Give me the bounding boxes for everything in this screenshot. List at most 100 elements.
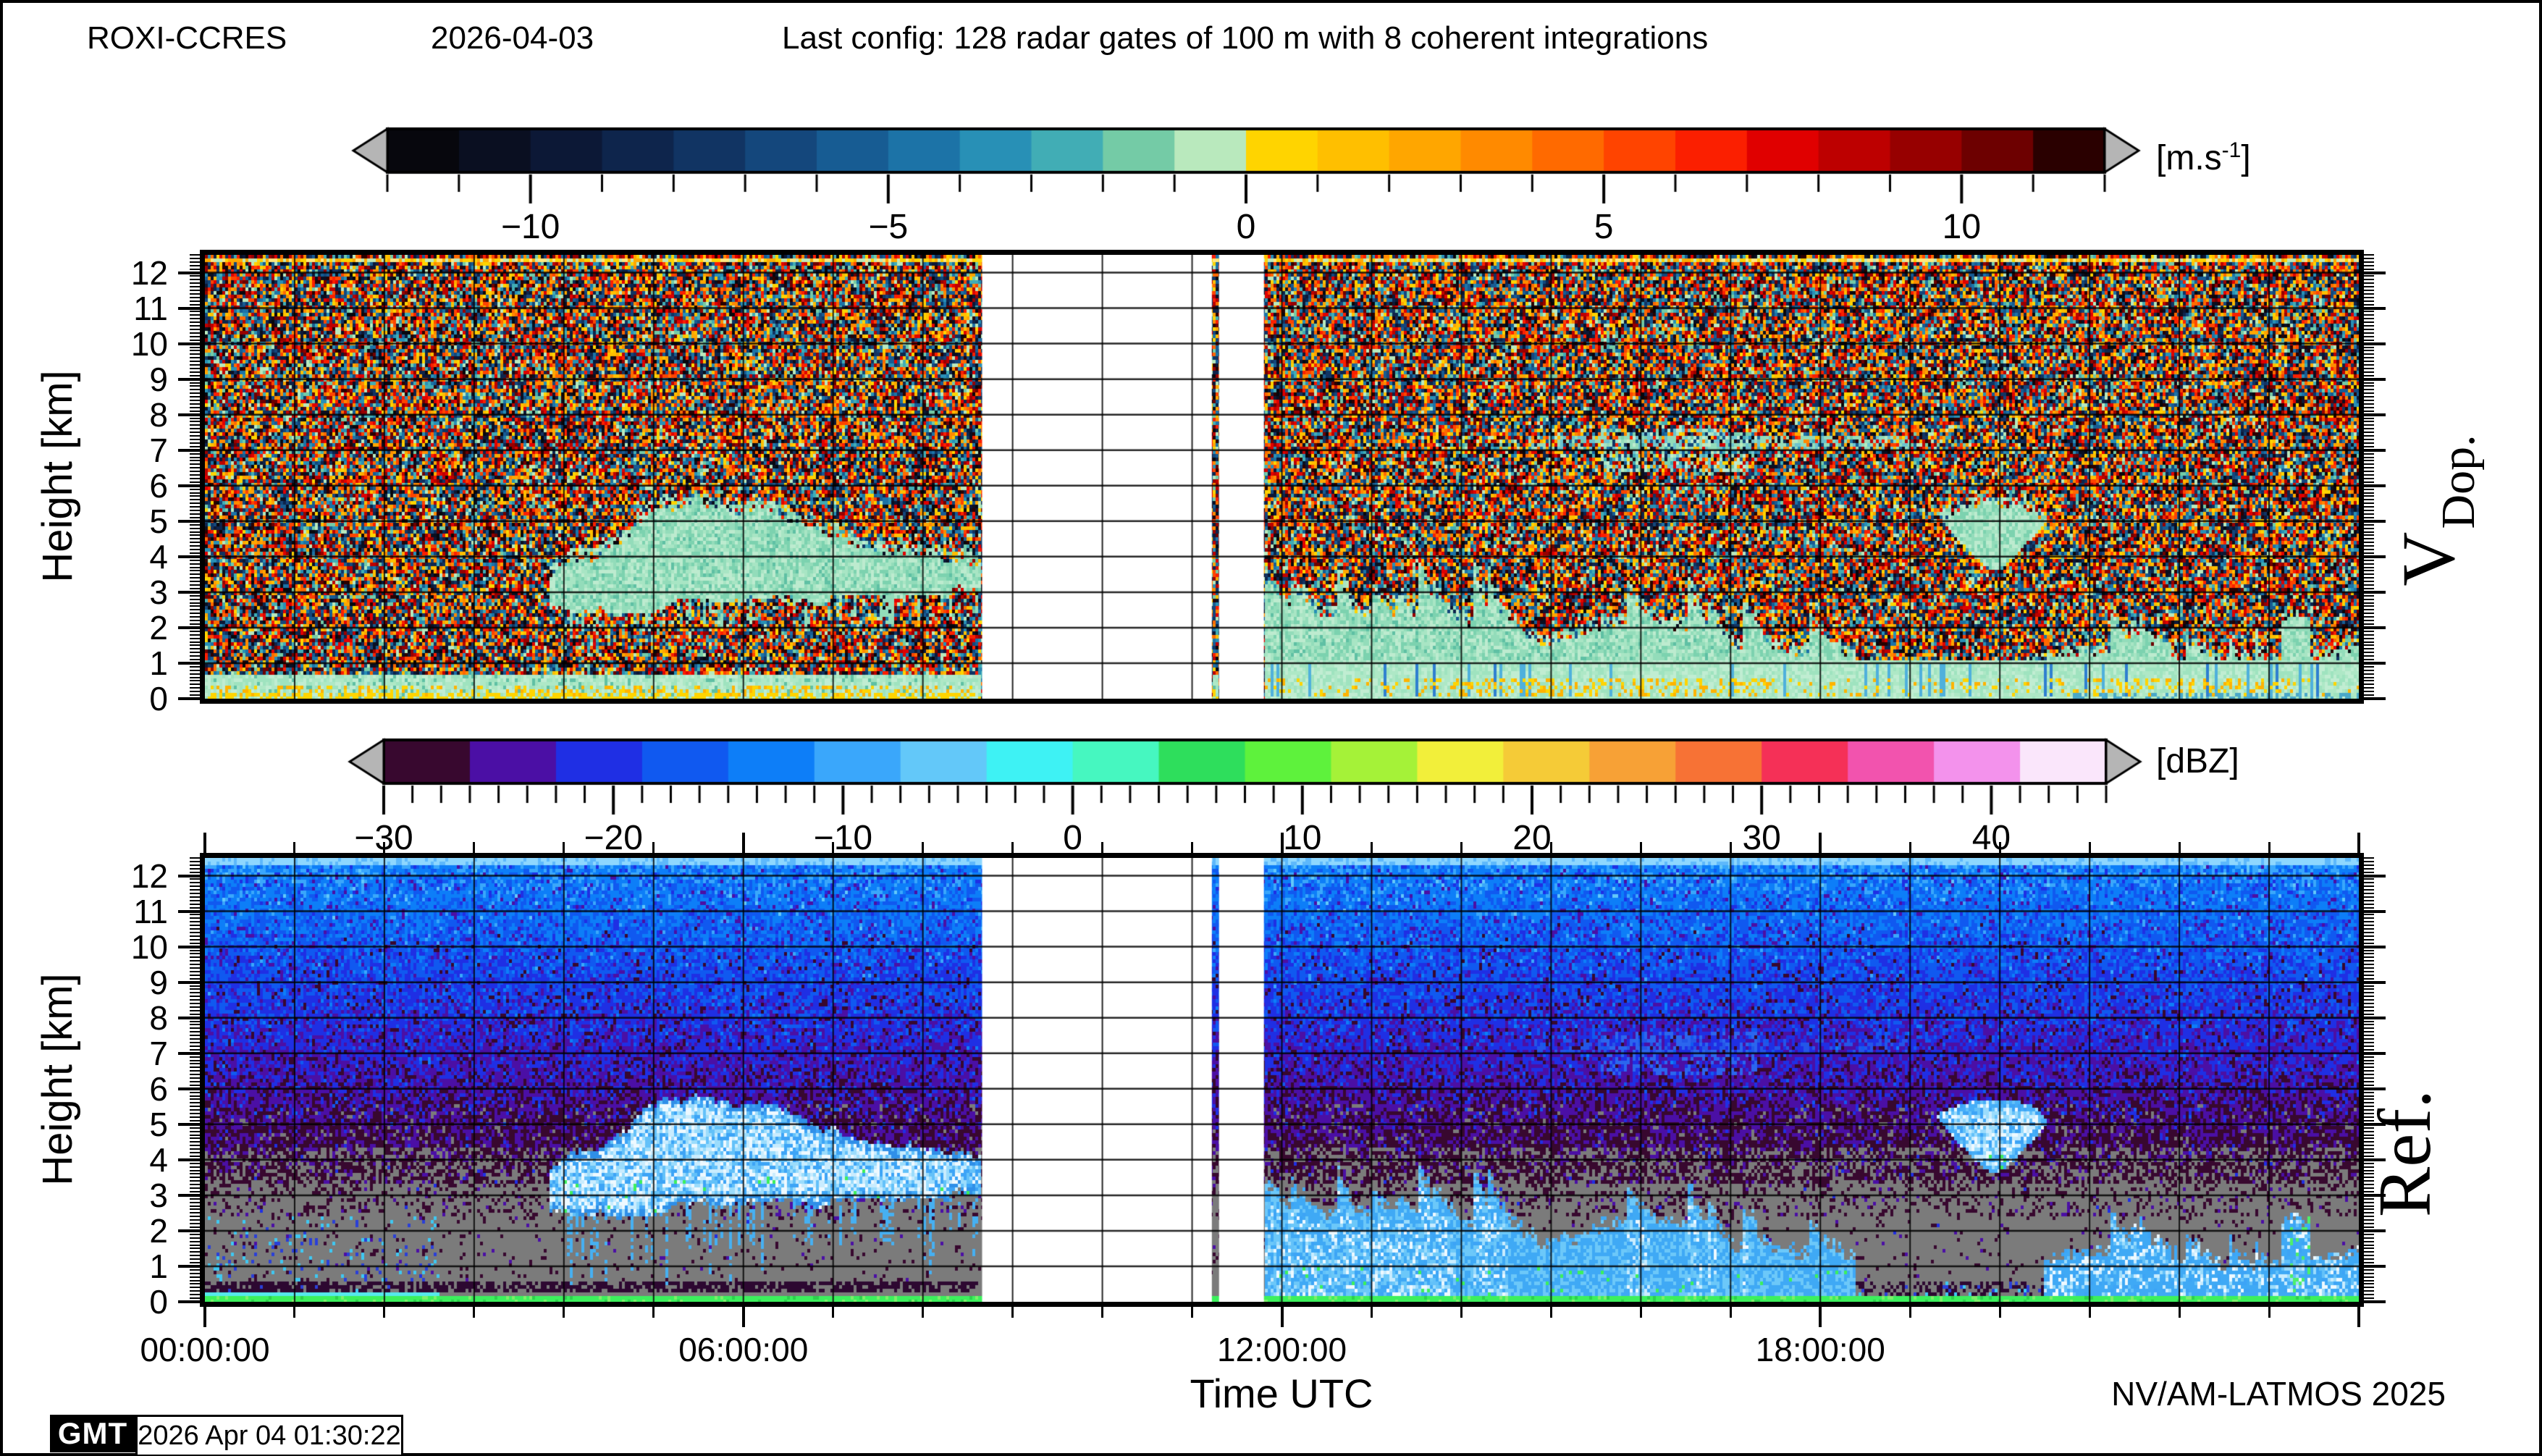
y-axis-tick-right <box>2364 673 2374 675</box>
y-axis-tick-right <box>2364 1162 2374 1164</box>
y-axis-tick-right <box>2364 953 2374 955</box>
y-axis-tick <box>190 1297 200 1300</box>
x-axis-tick-top <box>293 842 296 853</box>
y-axis-tick <box>190 392 200 395</box>
y-axis-tick-right <box>2364 1056 2374 1058</box>
y-axis-tick-right <box>2364 630 2374 632</box>
y-axis-tick <box>190 860 200 862</box>
y-axis-tick-right <box>2364 424 2374 426</box>
y-axis-tick <box>190 1113 200 1115</box>
gmt-logo-text: GMT <box>57 1416 128 1450</box>
y-axis-tick <box>190 357 200 359</box>
y-axis-tick-right <box>2364 417 2374 419</box>
y-axis-tick-right <box>2364 980 2386 984</box>
y-axis-tick-right <box>2364 1255 2374 1257</box>
y-axis-tick-right <box>2364 311 2374 313</box>
y-axis-tick <box>190 683 200 686</box>
y-axis-tick-label-bottom: 8 <box>149 998 168 1037</box>
y-axis-tick <box>190 1031 200 1033</box>
y-axis-tick <box>190 563 200 565</box>
y-axis-tick-right <box>2364 1102 2374 1104</box>
y-axis-tick <box>190 1294 200 1296</box>
y-axis-tick-right <box>2364 484 2386 487</box>
y-axis-tick-right <box>2364 495 2374 497</box>
y-axis-tick-right <box>2364 996 2374 998</box>
y-axis-tick-right <box>2364 925 2374 927</box>
y-axis-tick <box>190 676 200 678</box>
y-axis-tick <box>190 353 200 355</box>
x-axis-tick-bottom <box>2088 1307 2091 1318</box>
y-axis-tick-label-top: 9 <box>149 360 168 398</box>
y-axis-tick <box>190 477 200 479</box>
y-axis-tick-label-top: 7 <box>149 431 168 469</box>
y-axis-tick-label-bottom: 7 <box>149 1034 168 1072</box>
y-axis-tick <box>190 286 200 288</box>
y-axis-tick-right <box>2364 909 2386 913</box>
y-axis-tick-right <box>2364 1177 2374 1179</box>
velocity-colorbar-tick-label: 10 <box>1942 208 1982 246</box>
y-axis-tick-right <box>2364 1219 2374 1221</box>
y-axis-tick <box>178 626 200 629</box>
y-axis-tick-right <box>2364 1268 2374 1271</box>
y-axis-tick-right <box>2364 413 2386 416</box>
y-axis-tick-right <box>2364 659 2374 661</box>
y-axis-tick-label-top: 6 <box>149 466 168 505</box>
y-axis-tick-right <box>2364 602 2374 604</box>
y-axis-tick-right <box>2364 935 2374 937</box>
y-axis-tick <box>190 1226 200 1229</box>
y-axis-tick <box>190 456 200 458</box>
dbz-colorbar-tick-label: 40 <box>1971 819 2011 857</box>
y-axis-tick-right <box>2364 1148 2374 1150</box>
y-axis-tick <box>190 1184 200 1186</box>
velocity-colorbar-tick-label: −5 <box>868 208 909 246</box>
y-axis-tick-right <box>2364 1137 2374 1140</box>
y-axis-tick <box>190 970 200 972</box>
y-axis-tick <box>190 977 200 980</box>
x-axis-tick-top <box>383 842 386 853</box>
y-axis-tick <box>190 637 200 639</box>
y-axis-tick-label-top: 10 <box>130 324 168 363</box>
y-axis-tick <box>190 279 200 281</box>
y-axis-tick-right <box>2364 669 2374 671</box>
y-axis-tick-right <box>2364 261 2374 263</box>
y-axis-tick-right <box>2364 364 2374 366</box>
y-axis-tick-right <box>2364 382 2374 384</box>
doppler-velocity-heatmap <box>205 255 2359 699</box>
y-axis-tick-right <box>2364 885 2374 888</box>
y-axis-tick-right <box>2364 545 2374 547</box>
y-axis-tick <box>190 435 200 437</box>
y-axis-tick-right <box>2364 956 2374 959</box>
y-axis-tick <box>178 1087 200 1090</box>
y-axis-tick <box>190 949 200 951</box>
y-axis-tick-right <box>2364 1106 2374 1108</box>
y-axis-tick <box>190 634 200 636</box>
y-axis-tick-label-top: 2 <box>149 608 168 647</box>
y-axis-tick <box>190 1166 200 1168</box>
y-axis-tick <box>178 484 200 487</box>
y-axis-tick-right <box>2364 1098 2374 1101</box>
x-axis-tick-bottom <box>832 1307 835 1318</box>
y-axis-tick-right <box>2364 335 2374 337</box>
y-axis-tick-right <box>2364 371 2374 373</box>
y-axis-tick-right <box>2364 1070 2374 1072</box>
y-axis-tick-right <box>2364 587 2374 589</box>
y-axis-tick-right <box>2364 488 2374 490</box>
y-axis-tick-right <box>2364 1020 2374 1022</box>
y-axis-tick-right <box>2364 325 2374 327</box>
y-axis-tick-right <box>2364 339 2374 341</box>
y-axis-tick <box>190 857 200 859</box>
y-axis-tick <box>190 1080 200 1082</box>
y-axis-tick-right <box>2364 456 2374 458</box>
y-axis-tick <box>190 956 200 959</box>
velocity-colorbar-tick-label: −10 <box>500 208 560 246</box>
y-axis-tick <box>178 1122 200 1126</box>
y-axis-tick <box>190 374 200 376</box>
y-axis-tick <box>190 584 200 586</box>
y-axis-tick-right <box>2364 471 2374 473</box>
y-axis-tick <box>190 502 200 505</box>
y-axis-tick-right <box>2364 353 2374 355</box>
y-axis-tick-right <box>2364 573 2374 576</box>
x-axis-tick-top <box>652 842 655 853</box>
y-axis-tick <box>190 988 200 990</box>
